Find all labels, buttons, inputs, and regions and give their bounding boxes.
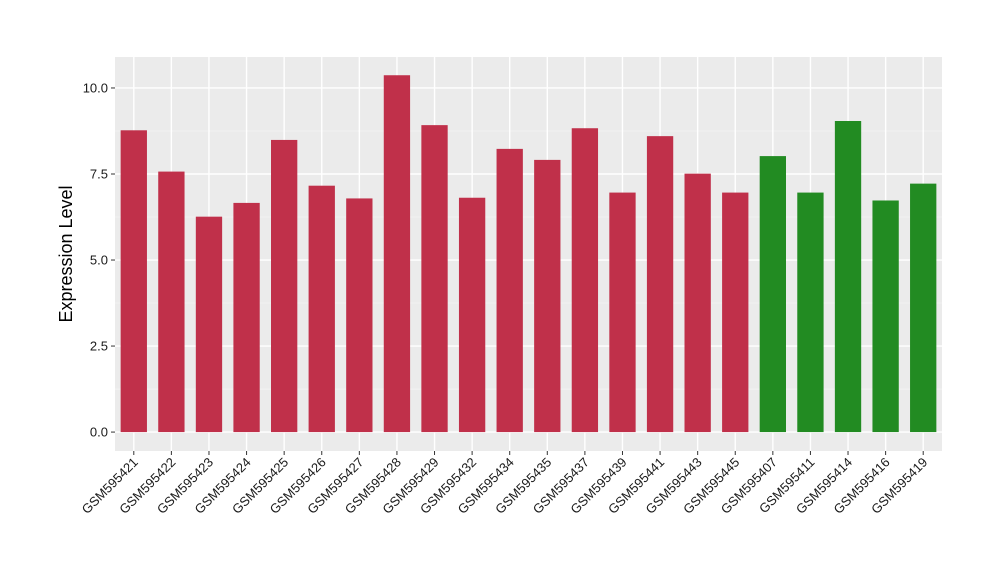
bar	[646, 136, 674, 433]
y-tick-label: 2.5	[90, 339, 108, 354]
bar	[609, 192, 636, 433]
bar	[271, 139, 298, 433]
bar	[158, 171, 185, 433]
bar	[722, 192, 749, 433]
bar	[759, 156, 786, 433]
y-tick-label: 5.0	[90, 253, 108, 268]
bar	[910, 183, 937, 433]
bar	[383, 75, 411, 433]
bar	[872, 200, 899, 433]
bar	[233, 202, 260, 433]
bar	[308, 185, 335, 433]
bar	[346, 198, 373, 433]
bar	[684, 173, 711, 433]
bar	[496, 148, 523, 433]
bar	[195, 216, 223, 433]
x-axis: GSM595421GSM595422GSM595423GSM595424GSM5…	[79, 451, 930, 517]
bar	[797, 192, 824, 433]
y-tick-label: 10.0	[83, 80, 108, 95]
bar	[421, 125, 448, 433]
y-tick-label: 0.0	[90, 425, 108, 440]
bars	[120, 75, 937, 433]
y-axis-title: Expression Level	[56, 185, 76, 322]
bar	[834, 121, 862, 433]
bar	[571, 128, 599, 433]
bar	[458, 197, 486, 433]
bar	[120, 130, 147, 433]
bar	[534, 159, 561, 433]
y-axis: 0.0 2.5 5.0 7.5 10.0	[83, 80, 115, 440]
y-tick-label: 7.5	[90, 166, 108, 181]
